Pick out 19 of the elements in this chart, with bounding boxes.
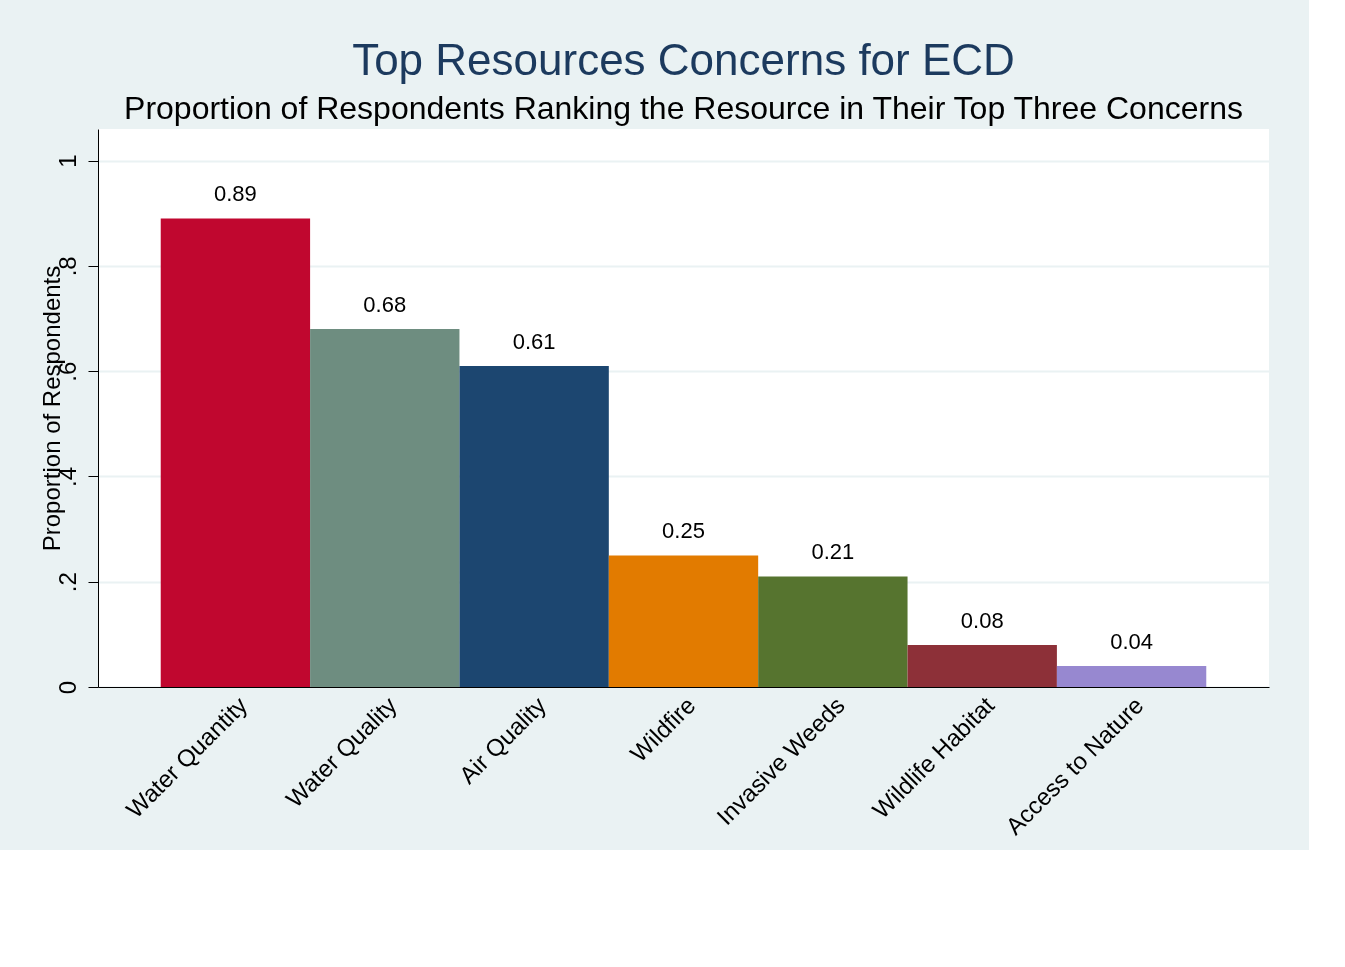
chart-subtitle: Proportion of Respondents Ranking the Resource in Their Top Three Concerns	[124, 90, 1243, 126]
bar	[459, 365, 609, 687]
y-tick-label: 0	[53, 680, 81, 695]
data-label: 0.68	[363, 292, 407, 318]
chart-title: Top Resources Concerns for ECD	[352, 35, 1015, 84]
bar	[310, 329, 460, 687]
y-tick-label: .2	[53, 572, 81, 593]
y-tick-label: 1	[53, 154, 81, 168]
bar	[1056, 665, 1207, 687]
data-label: 0.25	[662, 518, 705, 544]
data-label: 0.89	[214, 181, 257, 207]
bar	[160, 218, 311, 687]
data-label: 0.61	[512, 328, 556, 354]
bar	[758, 576, 908, 687]
bar	[608, 555, 759, 687]
data-label: 0.21	[811, 539, 855, 565]
data-label: 0.04	[1110, 628, 1153, 654]
data-label: 0.08	[960, 607, 1004, 633]
bar	[907, 644, 1057, 687]
